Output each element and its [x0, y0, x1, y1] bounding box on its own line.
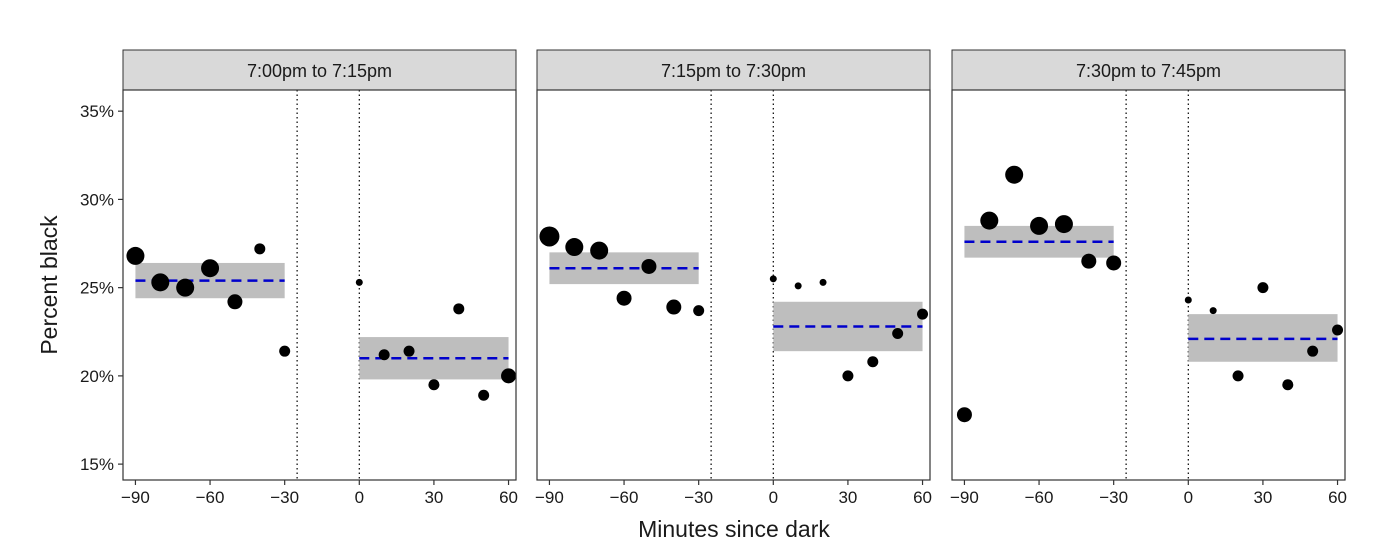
- data-point: [616, 290, 632, 306]
- panel-3: 7:30pm to 7:45pm −90 −60 −30 0 30 60: [950, 49, 1347, 507]
- data-point: [378, 349, 390, 361]
- x-tick-label: 60: [913, 488, 932, 507]
- data-point: [819, 278, 827, 286]
- data-point: [453, 303, 465, 315]
- x-tick-label: −30: [270, 488, 299, 507]
- y-tick-label: 20%: [80, 367, 114, 386]
- data-point: [539, 226, 560, 247]
- data-point: [1054, 215, 1073, 234]
- data-point: [693, 305, 705, 317]
- data-point: [1332, 324, 1344, 336]
- data-point: [980, 211, 999, 230]
- panel-strip-label: 7:15pm to 7:30pm: [661, 61, 806, 81]
- x-axis-title: Minutes since dark: [638, 516, 830, 542]
- x-tick-label: 30: [1253, 488, 1272, 507]
- y-tick-label: 35%: [80, 102, 114, 121]
- data-point: [641, 258, 657, 274]
- y-tick-label: 15%: [80, 455, 114, 474]
- data-point: [590, 241, 609, 260]
- data-point: [227, 294, 243, 310]
- panel-1: 7:00pm to 7:15pm −90 −60 −30 0 30 60 15% 20% 25% 3…: [80, 49, 518, 507]
- data-point: [867, 356, 879, 368]
- data-point: [892, 328, 904, 340]
- x-tick-label: −90: [950, 488, 979, 507]
- data-point: [917, 308, 929, 320]
- panel-strip: [951, 49, 1346, 91]
- y-axis-title: Percent black: [36, 215, 62, 355]
- x-tick-label: −90: [121, 488, 150, 507]
- data-point: [1282, 379, 1294, 391]
- panel-strip: [536, 49, 931, 91]
- x-tick-label: 30: [424, 488, 443, 507]
- y-tick-label: 25%: [80, 279, 114, 298]
- data-point: [794, 282, 802, 290]
- x-tick-label: −90: [535, 488, 564, 507]
- x-tick-label: 60: [499, 488, 518, 507]
- panel-border: [536, 89, 931, 481]
- data-point: [1081, 253, 1097, 269]
- data-point: [1209, 307, 1217, 315]
- x-tick-label: −60: [1025, 488, 1054, 507]
- x-tick-label: 60: [1328, 488, 1347, 507]
- x-tick-label: −60: [196, 488, 225, 507]
- data-point: [428, 379, 440, 391]
- x-tick-label: −60: [610, 488, 639, 507]
- data-point: [1307, 345, 1319, 357]
- x-tick-label: 0: [769, 488, 778, 507]
- data-point: [1005, 165, 1024, 184]
- data-point: [126, 246, 145, 265]
- y-tick-label: 30%: [80, 190, 114, 209]
- data-point: [151, 273, 170, 292]
- panel-border: [951, 89, 1346, 481]
- data-point: [1232, 370, 1244, 382]
- data-point: [565, 238, 584, 257]
- panel-plot-area: [952, 90, 1345, 480]
- x-tick-label: 0: [355, 488, 364, 507]
- panel-2: 7:15pm to 7:30pm −90 −60 −30 0 30 60: [535, 49, 932, 507]
- data-point: [201, 259, 220, 278]
- panel-border: [122, 89, 517, 481]
- data-point: [1106, 255, 1122, 271]
- data-point: [666, 299, 682, 315]
- data-point: [1184, 296, 1192, 304]
- data-point: [355, 278, 363, 286]
- x-tick-label: −30: [684, 488, 713, 507]
- data-point: [1030, 216, 1049, 235]
- panel-strip: [122, 49, 517, 91]
- panel-strip-label: 7:30pm to 7:45pm: [1076, 61, 1221, 81]
- data-point: [176, 278, 195, 297]
- data-point: [956, 407, 972, 423]
- data-point: [842, 370, 854, 382]
- panels: 7:00pm to 7:15pm −90 −60 −30 0 30 60 15% 20% 25% 3…: [80, 49, 1347, 507]
- data-point: [478, 389, 490, 401]
- x-tick-label: 30: [838, 488, 857, 507]
- data-point: [403, 345, 415, 357]
- x-tick-label: −30: [1099, 488, 1128, 507]
- panel-strip-label: 7:00pm to 7:15pm: [247, 61, 392, 81]
- panel-plot-area: [537, 90, 930, 480]
- data-point: [1257, 282, 1269, 294]
- data-point: [769, 275, 777, 283]
- data-point: [501, 368, 517, 384]
- data-point: [279, 345, 291, 357]
- x-tick-label: 0: [1184, 488, 1193, 507]
- data-point: [254, 243, 266, 255]
